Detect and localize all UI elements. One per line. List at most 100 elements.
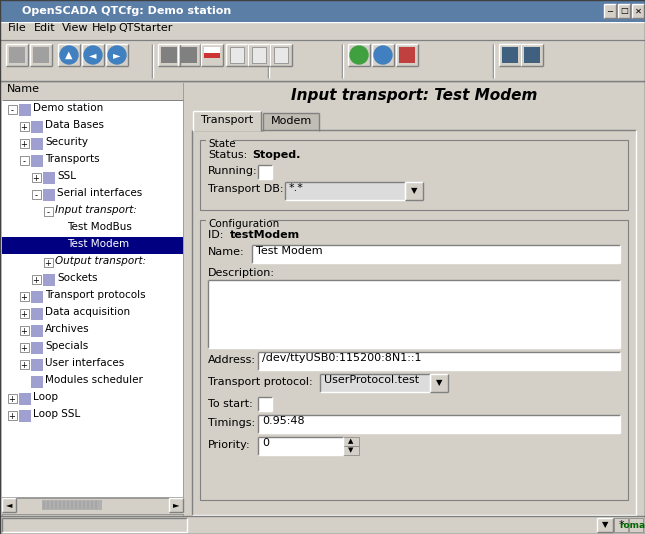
Bar	[31, 138, 43, 150]
Bar	[270, 44, 292, 66]
Text: +: +	[21, 327, 28, 336]
Text: QTStarter: QTStarter	[118, 23, 172, 33]
Bar	[502, 47, 518, 63]
Text: +: +	[21, 361, 28, 370]
Bar	[372, 44, 394, 66]
Bar	[20, 343, 29, 352]
Bar	[181, 47, 197, 63]
Bar	[258, 165, 272, 179]
Bar	[206, 135, 232, 144]
Text: □: □	[620, 6, 628, 15]
Bar	[208, 280, 620, 348]
Text: +: +	[32, 174, 39, 183]
Text: +: +	[21, 123, 28, 132]
Text: +: +	[8, 412, 15, 421]
Bar	[285, 182, 405, 200]
Text: Help: Help	[92, 23, 117, 33]
Bar	[82, 44, 104, 66]
Bar	[2, 83, 183, 100]
Text: Archives: Archives	[45, 324, 90, 334]
Text: -: -	[34, 191, 37, 200]
Text: +: +	[45, 259, 52, 268]
Text: Demo station: Demo station	[33, 103, 103, 113]
Text: Name: Name	[7, 84, 40, 94]
Bar	[30, 44, 52, 66]
Text: Configuration: Configuration	[208, 219, 279, 229]
Bar	[9, 47, 25, 63]
Bar	[618, 4, 630, 18]
Bar	[31, 291, 43, 303]
Bar	[33, 47, 49, 63]
Text: +: +	[21, 344, 28, 353]
Bar	[2, 514, 183, 530]
Bar	[343, 437, 359, 446]
Bar	[521, 44, 543, 66]
Bar	[193, 111, 261, 131]
Text: /dev/ttyUSB0:115200:8N1::1: /dev/ttyUSB0:115200:8N1::1	[262, 353, 421, 363]
Bar	[169, 498, 183, 512]
Bar	[230, 47, 244, 63]
Text: Transport DB:: Transport DB:	[208, 184, 284, 194]
Bar	[43, 172, 55, 184]
Text: Security: Security	[45, 137, 88, 147]
Bar	[405, 182, 423, 200]
Text: Sockets: Sockets	[57, 273, 97, 283]
Text: ▼: ▼	[348, 447, 353, 453]
Bar	[0, 0, 645, 22]
Text: Transport protocol:: Transport protocol:	[208, 377, 313, 387]
Bar	[2, 518, 187, 532]
Circle shape	[350, 46, 368, 64]
Bar	[524, 47, 540, 63]
Bar	[32, 275, 41, 284]
Bar	[263, 113, 319, 131]
Text: Data Bases: Data Bases	[45, 120, 104, 130]
Text: Test Modem: Test Modem	[256, 246, 322, 256]
Bar	[19, 410, 31, 422]
Text: Loop SSL: Loop SSL	[33, 409, 80, 419]
Circle shape	[374, 46, 392, 64]
Bar	[19, 393, 31, 405]
Text: OpenSCADA QTCfg: Demo station: OpenSCADA QTCfg: Demo station	[22, 6, 232, 16]
Text: *: *	[618, 520, 624, 530]
Circle shape	[60, 46, 78, 64]
Text: ▲: ▲	[65, 50, 73, 60]
Bar	[258, 352, 620, 370]
Bar	[44, 258, 53, 267]
Text: Modem: Modem	[270, 116, 312, 126]
Text: -: -	[46, 208, 50, 217]
Bar	[19, 104, 31, 116]
Text: 0.95:48: 0.95:48	[262, 416, 304, 426]
Bar	[20, 122, 29, 131]
Bar	[274, 47, 288, 63]
Bar	[106, 44, 128, 66]
Bar	[204, 47, 220, 53]
Bar	[31, 325, 43, 337]
Text: Modules scheduler: Modules scheduler	[45, 375, 143, 385]
Text: Priority:: Priority:	[208, 440, 251, 450]
Text: ▼: ▼	[411, 186, 417, 195]
Text: ID:: ID:	[208, 230, 230, 240]
Bar	[31, 359, 43, 371]
Text: Loop: Loop	[33, 392, 58, 402]
Bar	[0, 81, 645, 534]
Bar	[20, 139, 29, 148]
Bar	[258, 437, 343, 455]
Bar	[58, 44, 80, 66]
Bar	[20, 326, 29, 335]
Text: ►: ►	[114, 50, 121, 60]
Text: Description:: Description:	[208, 268, 275, 278]
Text: roman: roman	[620, 521, 645, 530]
Text: SSL: SSL	[57, 171, 76, 181]
Bar	[2, 100, 183, 497]
Bar	[16, 499, 169, 511]
Bar	[20, 309, 29, 318]
Text: -: -	[10, 106, 14, 115]
Text: ▼: ▼	[602, 521, 608, 530]
Text: Output transport:: Output transport:	[55, 256, 146, 266]
Text: +: +	[21, 310, 28, 319]
Bar	[201, 44, 223, 66]
Bar	[632, 4, 644, 18]
Bar	[252, 245, 620, 263]
Bar	[6, 44, 28, 66]
Text: +: +	[21, 140, 28, 149]
